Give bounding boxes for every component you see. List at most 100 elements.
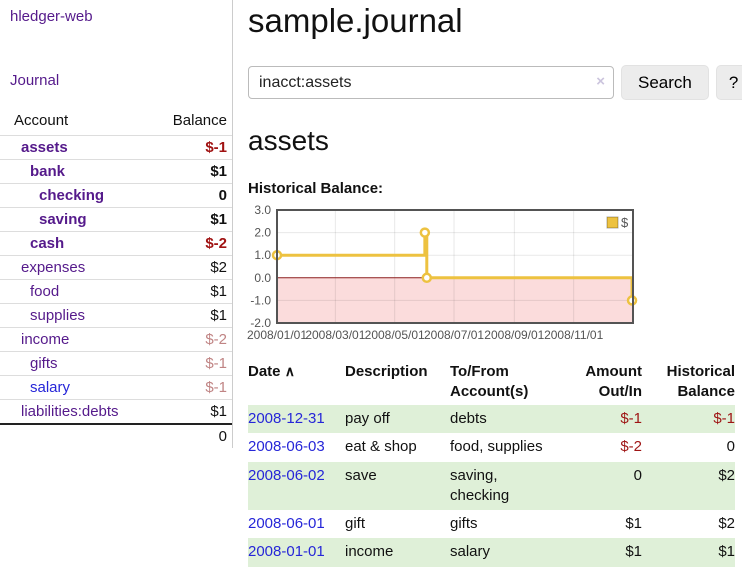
svg-text:2008/09/01: 2008/09/01 [484, 328, 544, 342]
transaction-row: 2008-06-02 save saving, checking 0 $2 [248, 461, 735, 511]
account-row: cash $-2 [0, 231, 232, 256]
svg-text:-2.0: -2.0 [250, 316, 271, 330]
account-balance: $2 [143, 255, 232, 280]
th-amount: Amount Out/In [585, 363, 642, 400]
account-row: supplies $1 [0, 303, 232, 328]
th-date-label: Date [248, 363, 281, 380]
account-cell: liabilities:debts [0, 399, 144, 424]
txn-balance: $2 [718, 466, 735, 484]
txn-date: 2008-06-03 [248, 433, 345, 461]
legend-swatch-icon [606, 216, 619, 229]
txn-date: 2008-06-02 [248, 462, 345, 511]
account-balance: $1 [143, 279, 232, 304]
sidebar-item-journal[interactable]: Journal [10, 72, 60, 89]
account-row: assets $-1 [0, 135, 232, 160]
svg-text:2008/11/01: 2008/11/01 [544, 328, 603, 342]
txn-amount: 0 [633, 466, 642, 484]
transaction-date-link[interactable]: 2008-06-02 [248, 466, 325, 484]
account-link[interactable]: saving [39, 211, 87, 228]
page-title: sample.journal [248, 2, 463, 39]
txn-description: gift [345, 515, 366, 532]
legend-label: $ [621, 215, 629, 230]
txn-amount: $-1 [620, 410, 642, 427]
txn-amount: $1 [625, 515, 642, 532]
txn-balance: $-1 [713, 410, 735, 427]
transaction-row: 2008-06-03 eat & shop food, supplies $-2 0 [248, 433, 735, 461]
search-input-wrap: × [248, 66, 614, 99]
clear-search-icon[interactable]: × [596, 73, 605, 90]
th-accounts: To/From Account(s) [450, 363, 529, 400]
account-row: bank $1 [0, 159, 232, 184]
svg-text:0.0: 0.0 [254, 271, 271, 285]
transaction-date-link[interactable]: 2008-06-01 [248, 515, 325, 532]
account-link[interactable]: liabilities:debts [21, 403, 119, 420]
txn-date: 2008-01-01 [248, 538, 345, 566]
app-title-link[interactable]: hledger-web [10, 8, 93, 25]
txn-description: save [345, 466, 377, 484]
main-content: sample.journal × Search ? assets Histori… [233, 0, 742, 567]
account-row: gifts $-1 [0, 351, 232, 376]
account-link[interactable]: checking [39, 187, 105, 204]
account-row: expenses $2 [0, 255, 232, 280]
account-link[interactable]: supplies [30, 307, 86, 324]
account-balance: $1 [143, 399, 232, 424]
transaction-date-link[interactable]: 2008-12-31 [248, 410, 325, 427]
account-row: liabilities:debts $1 [0, 399, 232, 424]
chart-label: Historical Balance: [248, 180, 384, 197]
account-link[interactable]: cash [30, 235, 65, 252]
search-input[interactable] [248, 66, 614, 99]
accounts-total-value: 0 [143, 423, 232, 448]
account-balance: $1 [143, 303, 232, 328]
account-row: saving $1 [0, 207, 232, 232]
accounts-total-row: 0 [0, 423, 232, 448]
account-link[interactable]: food [30, 283, 60, 300]
transactions-header-row: Date ∧ Description To/From Account(s) Am… [248, 360, 735, 405]
transaction-row: 2008-12-31 pay off debts $-1 $-1 [248, 405, 735, 434]
accounts-total-spacer [0, 423, 144, 448]
account-balance: $-1 [143, 375, 232, 400]
txn-balance: 0 [726, 438, 735, 456]
txn-balance: $1 [718, 543, 735, 561]
th-balance: Historical Balance [666, 363, 735, 400]
account-link[interactable]: bank [30, 163, 66, 180]
th-date[interactable]: Date ∧ [248, 360, 345, 405]
svg-text:2008/05/01: 2008/05/01 [365, 328, 425, 342]
account-link[interactable]: income [21, 331, 70, 348]
account-balance: 0 [143, 183, 232, 208]
account-row: food $1 [0, 279, 232, 304]
account-cell: checking [0, 183, 144, 208]
txn-accounts: debts [450, 410, 487, 427]
txn-description: eat & shop [345, 438, 417, 456]
txn-amount: $1 [625, 543, 642, 561]
account-balance: $-1 [143, 351, 232, 376]
search-help-button[interactable]: ? [715, 65, 742, 100]
transactions-table: Date ∧ Description To/From Account(s) Am… [248, 360, 735, 567]
account-cell: bank [0, 159, 144, 184]
transaction-date-link[interactable]: 2008-06-03 [248, 438, 325, 456]
account-balance: $-2 [143, 327, 232, 352]
account-cell: cash [0, 231, 144, 256]
sort-ascending-icon: ∧ [284, 363, 295, 379]
page: hledger-web Journal Account Balance asse… [0, 0, 742, 567]
account-cell: saving [0, 207, 144, 232]
account-link[interactable]: salary [30, 379, 71, 396]
account-cell: food [0, 279, 144, 304]
transaction-row: 2008-01-01 income salary $1 $1 [248, 538, 735, 567]
chart-svg: $3.0 2.0 1.0 0.0 -1.0 -2.02008/01/012008/03/0… [247, 203, 638, 342]
transaction-date-link[interactable]: 2008-01-01 [248, 543, 325, 561]
accounts-header-row: Account Balance [0, 109, 232, 136]
historical-balance-chart: $3.0 2.0 1.0 0.0 -1.0 -2.0 2008/01/01 2008/03/0… [240, 200, 742, 352]
search-button[interactable]: Search [621, 65, 709, 100]
account-link[interactable]: expenses [21, 259, 86, 276]
th-description: Description [345, 363, 428, 380]
account-balance: $1 [143, 207, 232, 232]
sidebar: hledger-web Journal Account Balance asse… [0, 0, 233, 448]
account-balance: $1 [143, 159, 232, 184]
account-link[interactable]: gifts [30, 355, 58, 372]
accounts-header-account: Account [14, 112, 69, 129]
svg-text:2008/07/01: 2008/07/01 [424, 328, 484, 342]
svg-text:3.0: 3.0 [254, 203, 271, 217]
txn-date: 2008-12-31 [248, 405, 345, 433]
txn-description: income [345, 543, 394, 561]
account-link[interactable]: assets [21, 139, 68, 156]
